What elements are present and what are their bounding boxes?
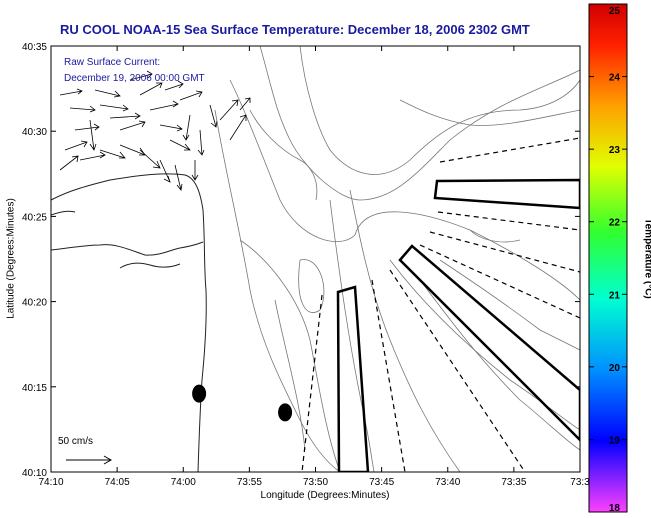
current-vectors: [59, 70, 251, 191]
x-tick-label: 73:40: [435, 477, 460, 488]
y-tick-label: 40:25: [22, 212, 47, 223]
colorbar-tick-label: 21: [609, 290, 621, 301]
colorbar-tick-label: 24: [609, 73, 621, 84]
colorbar: [588, 3, 628, 513]
colorbar-tick-label: 18: [609, 503, 621, 514]
y-axis-label: Latitude (Degrees:Minutes): [5, 198, 17, 319]
x-tick-label: 74:10: [38, 477, 63, 488]
coastline: [51, 173, 207, 472]
x-tick-label: 74:00: [171, 477, 196, 488]
x-axis-ticks: 74:10 74:05 74:00 73:55 73:50 73:45 73:40 73:35…: [38, 46, 590, 488]
y-axis-ticks: 40:35 40:30 40:25 40:20 40:15 40:10: [22, 42, 580, 479]
x-tick-label: 73:55: [237, 477, 262, 488]
chart-title: RU COOL NOAA-15 Sea Surface Temperature:…: [60, 22, 530, 37]
dashed-survey-lines: [301, 137, 580, 472]
plot-area: [51, 46, 580, 472]
colorbar-tick-label: 23: [609, 145, 621, 156]
colorbar-tick-label: 20: [609, 363, 621, 374]
station-markers: [192, 384, 293, 422]
colorbar-tick-label: 25: [609, 6, 621, 17]
x-tick-label: 73:3: [570, 477, 590, 488]
y-tick-label: 40:30: [22, 127, 47, 138]
y-tick-label: 40:20: [22, 298, 47, 309]
colorbar-tick-label: 19: [609, 435, 621, 446]
bathymetry-contours: [214, 46, 580, 472]
colorbar-ticks: 25 24 23 22 21 20 19 18: [589, 3, 627, 514]
x-tick-label: 73:35: [501, 477, 526, 488]
colorbar-tick-label: 22: [609, 218, 621, 229]
scale-label: 50 cm/s: [58, 436, 94, 447]
x-tick-label: 73:45: [369, 477, 394, 488]
colorbar-label: Temperature (°C): [642, 218, 651, 299]
y-tick-label: 40:35: [22, 42, 47, 53]
y-tick-label: 40:15: [22, 383, 47, 394]
annotation-line-2: December 19, 2006 00:00 GMT: [64, 73, 205, 84]
y-tick-label: 40:10: [22, 468, 47, 479]
annotation-line-1: Raw Surface Current:: [64, 57, 161, 68]
scale-arrow: [66, 455, 113, 465]
map-layer: [51, 46, 580, 472]
solid-survey-lines: [336, 178, 580, 472]
x-tick-label: 73:50: [303, 477, 328, 488]
station-marker: [192, 384, 207, 403]
station-marker: [278, 403, 293, 422]
x-tick-label: 74:05: [105, 477, 130, 488]
x-axis-label: Longitude (Degrees:Minutes): [260, 490, 390, 501]
